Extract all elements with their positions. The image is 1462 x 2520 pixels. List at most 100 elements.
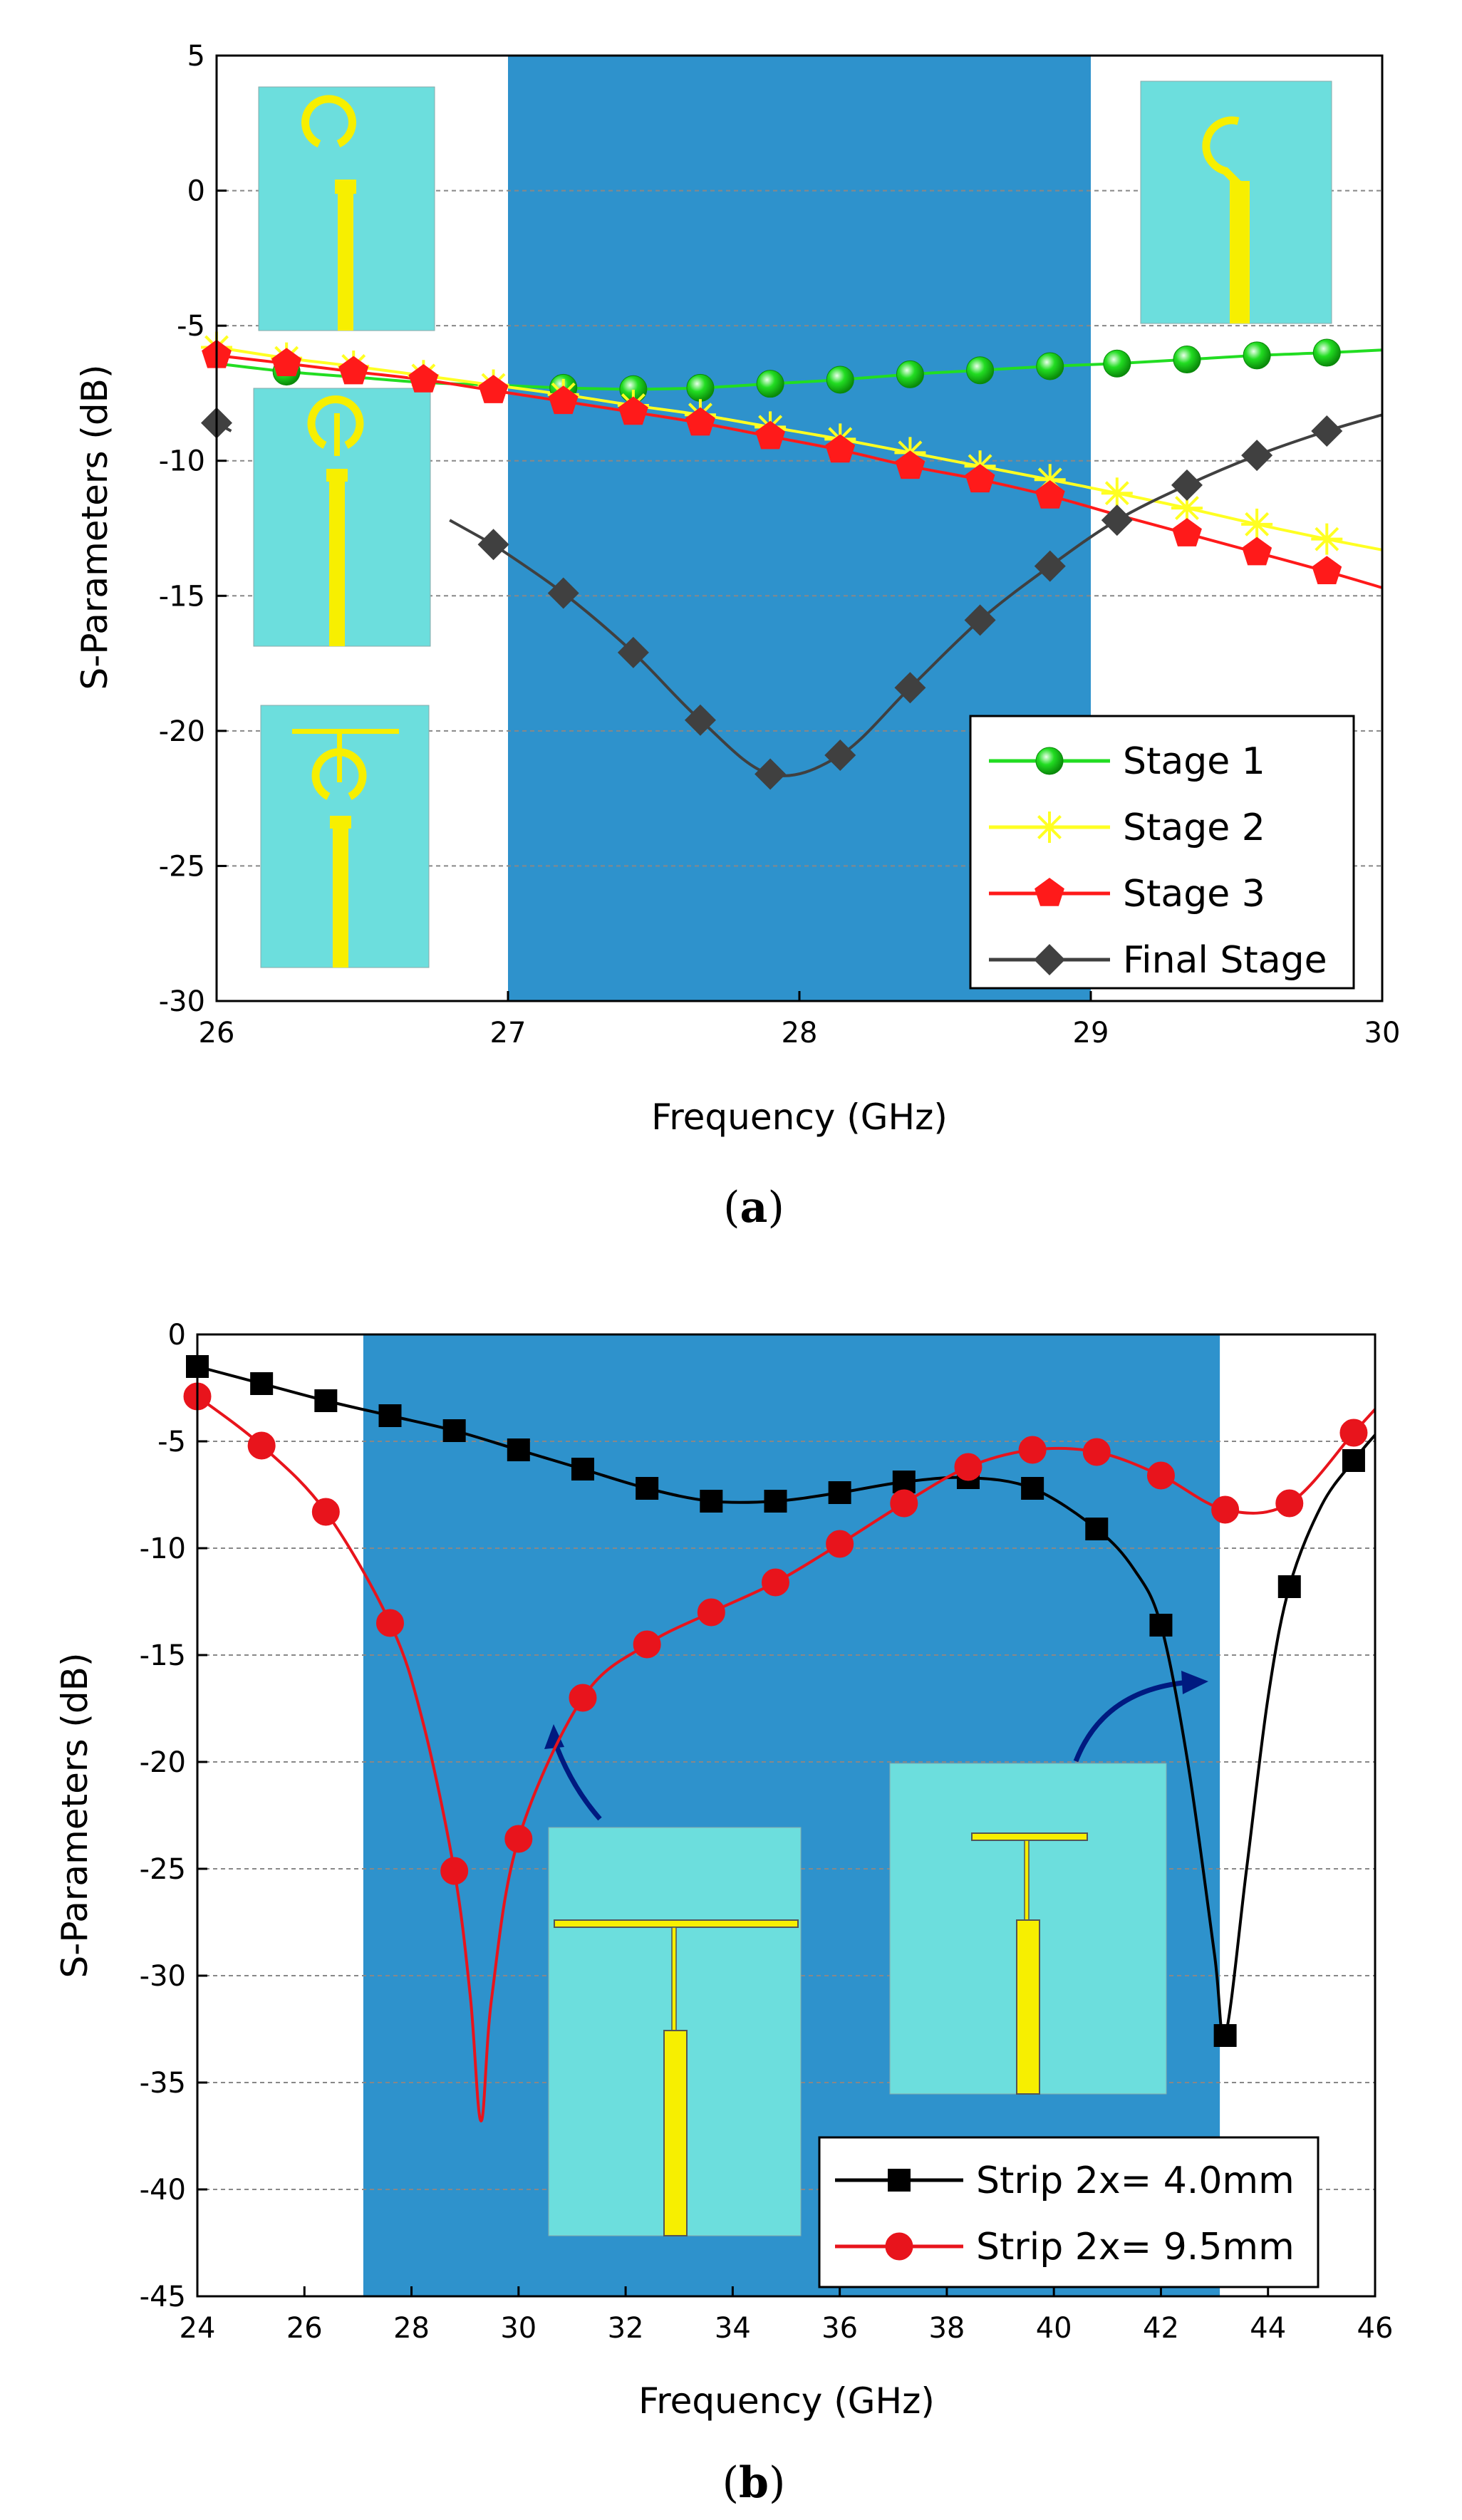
arrow-to-black-curve: [1073, 1680, 1183, 1763]
data-point-stage-3: [1312, 556, 1342, 584]
data-point-strip-2x-9-5mm: [1082, 1438, 1111, 1466]
y-tick-label: -5: [177, 310, 205, 343]
x-tick-label: 27: [490, 1017, 527, 1049]
y-tick-label: -10: [159, 445, 205, 478]
data-point-final-stage: [547, 577, 579, 609]
data-point-stage-1: [1036, 352, 1064, 380]
data-point-final-stage: [755, 758, 787, 790]
legend-marker-stage-1: [1035, 747, 1064, 775]
data-point-strip-2x-4-0mm: [314, 1389, 338, 1412]
data-point-stage-3: [618, 396, 648, 425]
panel-b-caption-open: (: [722, 2458, 739, 2508]
panel-b-x-axis-label: Frequency (GHz): [638, 2380, 935, 2422]
data-point-stage-2: [1311, 523, 1343, 555]
data-point-stage-2: [1101, 477, 1133, 509]
data-point-final-stage: [1171, 469, 1203, 501]
panel-a-caption-close: ): [767, 1183, 784, 1233]
x-tick-label: 36: [821, 2312, 858, 2345]
panel-b-series-lines: [196, 1365, 1377, 2123]
data-point-final-stage: [964, 604, 996, 636]
data-point-strip-2x-4-0mm: [1085, 1518, 1109, 1540]
y-tick-label: -40: [140, 2174, 186, 2207]
legend-label-final-stage: Final Stage: [1123, 939, 1327, 982]
x-tick-label: 26: [199, 1017, 235, 1049]
data-point-strip-2x-9-5mm: [1018, 1436, 1047, 1464]
panel-a-gridlines: [217, 190, 1382, 867]
data-point-strip-2x-4-0mm: [1342, 1449, 1365, 1472]
y-tick-label: -30: [140, 1960, 186, 1993]
x-tick-label: 26: [286, 2312, 323, 2345]
data-point-final-stage: [894, 672, 926, 704]
data-point-stage-3: [408, 364, 439, 393]
data-point-final-stage: [824, 739, 856, 771]
legend-marker-stage-3: [1035, 878, 1064, 906]
data-point-stage-3: [965, 464, 995, 493]
x-tick-label: 44: [1250, 2312, 1286, 2345]
data-point-strip-2x-9-5mm: [311, 1498, 340, 1526]
panel-b-chart: 24 26 28 30 32 34 36 38 40 42 44 46 0 -5 -10 -15 -20 -25…: [54, 1319, 1393, 2508]
y-tick-label: -15: [140, 1639, 186, 1672]
inset-antenna-strip-9-5mm: [548, 1827, 802, 2236]
data-point-stage-1: [756, 370, 784, 398]
panel-a-chart: 26 27 28 29 30 5 0 -5 -10 -15 -20 -25 -30 Frequency…: [74, 40, 1400, 1233]
panel-a-x-axis-label: Frequency (GHz): [651, 1096, 948, 1138]
data-point-stage-1: [966, 356, 995, 385]
data-point-stage-3: [685, 407, 715, 436]
data-point-stage-1: [1103, 349, 1131, 378]
legend-marker-final-stage: [1034, 944, 1065, 975]
x-tick-label: 34: [715, 2312, 751, 2345]
data-point-stage-1: [896, 360, 924, 388]
data-point-strip-2x-4-0mm: [1277, 1575, 1301, 1598]
data-point-strip-2x-4-0mm: [1213, 2024, 1237, 2047]
data-point-strip-2x-4-0mm: [700, 1490, 723, 1513]
data-point-strip-2x-4-0mm: [764, 1490, 787, 1513]
x-tick-label: 38: [928, 2312, 965, 2345]
panel-b-series-markers: [183, 1355, 1368, 2047]
data-point-final-stage: [1241, 440, 1273, 472]
data-point-final-stage: [684, 704, 716, 736]
y-tick-label: 5: [187, 40, 205, 73]
legend-label-stage-1: Stage 1: [1123, 740, 1265, 783]
data-point-final-stage: [1101, 504, 1133, 536]
panel-a-caption-letter: a: [740, 1183, 768, 1233]
x-tick-label: 32: [608, 2312, 644, 2345]
x-tick-label: 40: [1036, 2312, 1072, 2345]
data-point-stage-1: [1243, 341, 1271, 370]
data-point-stage-3: [478, 375, 509, 403]
panel-a-y-ticks: 5 0 -5 -10 -15 -20 -25 -30: [159, 40, 227, 1018]
data-point-strip-2x-4-0mm: [378, 1404, 402, 1427]
data-point-strip-2x-4-0mm: [828, 1481, 851, 1504]
arrow-head-black-curve: [1181, 1671, 1208, 1694]
x-tick-label: 24: [180, 2312, 216, 2345]
data-point-strip-2x-4-0mm: [1021, 1477, 1044, 1500]
legend-marker-stage-2: [1034, 812, 1065, 843]
x-tick-label: 46: [1357, 2312, 1394, 2345]
y-tick-label: -15: [159, 580, 205, 613]
panel-b-plot-frame: [196, 1333, 1377, 2298]
legend-marker-strip-2x-9-5mm: [885, 2232, 913, 2261]
data-point-strip-2x-9-5mm: [1275, 1489, 1304, 1518]
y-tick-label: -20: [140, 1746, 186, 1779]
x-tick-label: 30: [1364, 1017, 1401, 1049]
data-point-strip-2x-9-5mm: [1146, 1461, 1175, 1490]
data-point-stage-3: [1172, 518, 1202, 546]
data-point-strip-2x-9-5mm: [440, 1857, 469, 1885]
inset-antenna-stage3: [260, 705, 430, 968]
data-point-strip-2x-4-0mm: [442, 1419, 466, 1442]
panel-b-legend: Strip 2x= 4.0mm Strip 2x= 9.5mm: [818, 2136, 1320, 2288]
data-point-strip-2x-9-5mm: [1211, 1495, 1240, 1524]
y-tick-label: -5: [157, 1426, 186, 1458]
inset-antenna-stage2: [253, 388, 431, 647]
data-point-stage-1: [686, 373, 715, 402]
legend-label-stage-2: Stage 2: [1123, 807, 1265, 849]
data-point-strip-2x-4-0mm: [571, 1458, 594, 1481]
series-line-strip-2x-9-5mm: [196, 1395, 1377, 2123]
legend-label-strip-2x-4-0mm: Strip 2x= 4.0mm: [976, 2159, 1295, 2202]
panel-a-y-axis-label: S-Parameters (dB): [74, 365, 115, 690]
data-point-strip-2x-9-5mm: [247, 1431, 276, 1460]
inset-antenna-strip-4-0mm: [889, 1763, 1167, 2095]
data-point-strip-2x-9-5mm: [569, 1684, 597, 1712]
panel-b-y-ticks: 0 -5 -10 -15 -20 -25 -30 -35 -40 -45: [140, 1319, 207, 2313]
y-tick-label: -45: [140, 2281, 186, 2313]
